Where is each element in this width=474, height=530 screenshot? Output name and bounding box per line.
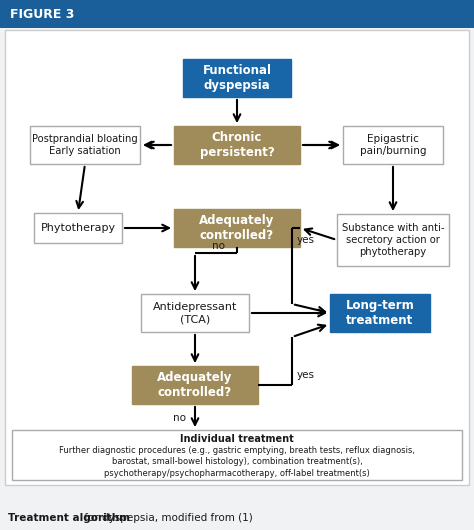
FancyBboxPatch shape [34, 213, 122, 243]
Text: Postprandial bloating
Early satiation: Postprandial bloating Early satiation [32, 134, 138, 156]
FancyBboxPatch shape [0, 0, 474, 28]
Text: Phytotherapy: Phytotherapy [40, 223, 116, 233]
FancyBboxPatch shape [337, 214, 449, 266]
Text: Further diagnostic procedures (e.g., gastric emptying, breath tests, reflux diag: Further diagnostic procedures (e.g., gas… [59, 446, 415, 478]
Text: yes: yes [297, 235, 315, 245]
FancyBboxPatch shape [174, 126, 300, 164]
Text: Individual treatment: Individual treatment [180, 434, 294, 444]
Text: Substance with anti-
secretory action or
phytotherapy: Substance with anti- secretory action or… [342, 223, 444, 258]
Text: Treatment algorithm: Treatment algorithm [8, 513, 130, 523]
FancyBboxPatch shape [132, 366, 258, 404]
FancyBboxPatch shape [30, 126, 140, 164]
Text: yes: yes [297, 370, 315, 380]
Text: no: no [212, 241, 226, 251]
FancyBboxPatch shape [183, 59, 291, 97]
FancyBboxPatch shape [5, 30, 469, 485]
FancyBboxPatch shape [343, 126, 443, 164]
Text: Adequately
controlled?: Adequately controlled? [199, 214, 275, 242]
Text: Long-term
treatment: Long-term treatment [346, 299, 414, 327]
FancyBboxPatch shape [174, 209, 300, 247]
FancyBboxPatch shape [12, 430, 462, 480]
Text: for dyspepsia, modified from (1): for dyspepsia, modified from (1) [81, 513, 253, 523]
Text: Functional
dyspepsia: Functional dyspepsia [202, 64, 272, 92]
Text: no: no [173, 413, 186, 423]
Text: Adequately
controlled?: Adequately controlled? [157, 371, 233, 399]
Text: Antidepressant
(TCA): Antidepressant (TCA) [153, 302, 237, 324]
Text: Chronic
persistent?: Chronic persistent? [200, 131, 274, 159]
Text: Epigastric
pain/burning: Epigastric pain/burning [360, 134, 426, 156]
FancyBboxPatch shape [330, 294, 430, 332]
Text: FIGURE 3: FIGURE 3 [10, 7, 74, 21]
FancyBboxPatch shape [141, 294, 249, 332]
